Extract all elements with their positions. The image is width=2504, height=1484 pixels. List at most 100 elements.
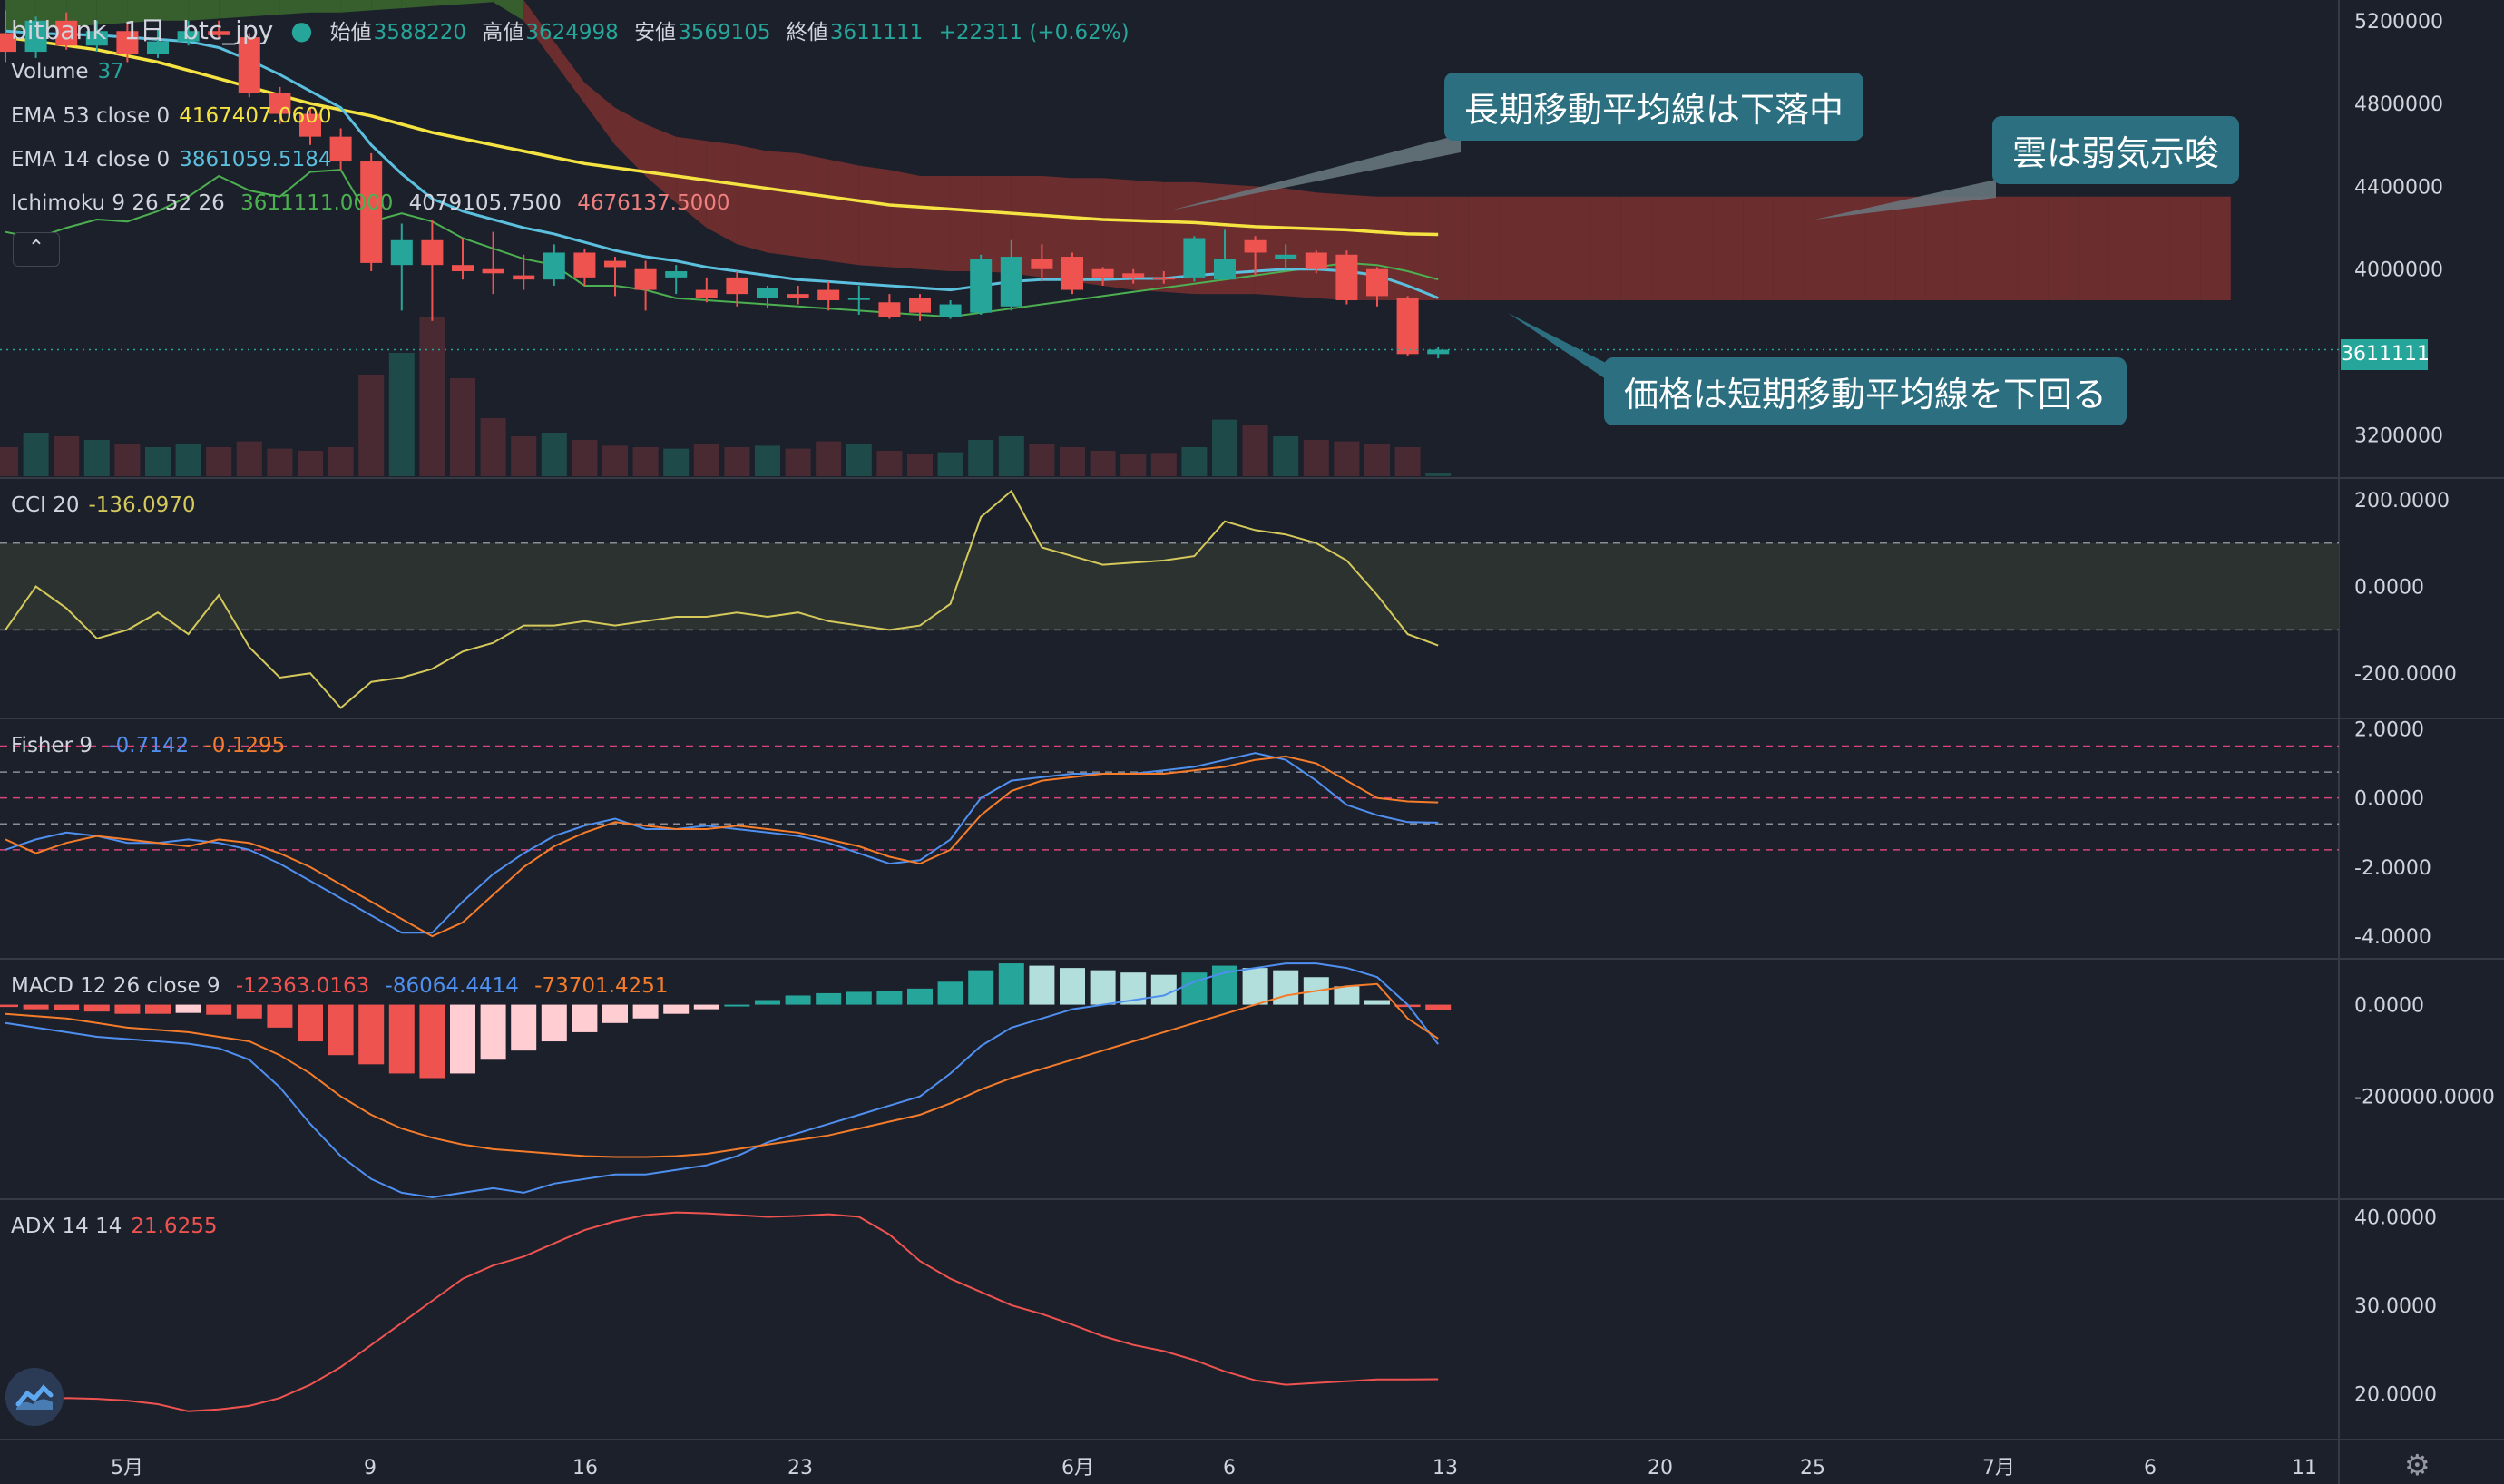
cloud-segment: [706, 141, 738, 245]
macd-legend[interactable]: MACD 12 26 close 9 -12363.0163 -86064.44…: [11, 974, 677, 998]
adx-legend-value: 21.6255: [131, 1215, 218, 1238]
high-value: 3624998: [525, 21, 619, 44]
price-axis[interactable]: 3200000 4000000 4400000 4800000 5200000 200.0…: [2354, 11, 2495, 1406]
volume-bar: [1181, 447, 1208, 476]
cloud-segment: [371, 0, 402, 11]
ema14-legend-value: 3861059.5184: [179, 148, 332, 171]
macd-histogram-bar: [236, 1004, 262, 1019]
adx-tick: 40.0000: [2354, 1206, 2437, 1229]
fisher-legend-name: Fisher 9: [11, 734, 93, 757]
volume-bar: [511, 436, 537, 476]
macd-histogram-bar: [998, 963, 1024, 1005]
cloud-segment: [553, 41, 585, 104]
cci-panel: [0, 489, 2339, 709]
volume-bar: [450, 378, 475, 476]
fisher-line: [5, 752, 1439, 934]
cloud-segment: [1651, 196, 1682, 300]
cloud-segment: [66, 0, 97, 27]
macd-histogram-bar: [632, 1004, 659, 1019]
interval-label[interactable]: 1日: [123, 15, 166, 45]
ichimoku-lines: [5, 169, 1439, 318]
macd-histogram-bar: [693, 1004, 719, 1010]
macd-legend-v2: -86064.4414: [385, 974, 519, 998]
macd-histogram-bar: [724, 1004, 750, 1007]
cci-legend-name: CCI 20: [11, 493, 80, 517]
adx-legend[interactable]: ADX 14 14 21.6255: [11, 1215, 226, 1238]
candle-body: [1152, 277, 1175, 280]
macd-histogram-bar: [480, 1004, 506, 1060]
macd-histogram-bar: [1181, 972, 1208, 1005]
cloud-segment: [1773, 196, 1805, 300]
candle-body: [360, 161, 383, 263]
time-tick: 16: [572, 1457, 598, 1479]
time-tick: 25: [1800, 1457, 1825, 1479]
macd-histogram-bar: [1425, 1004, 1452, 1010]
candle-body: [970, 259, 993, 313]
ichimoku-legend[interactable]: Ichimoku 9 26 52 26 3611111.0000 4079105…: [11, 191, 739, 215]
fisher-trigger-line: [5, 755, 1439, 938]
candle-body: [1183, 238, 1206, 278]
ema53-legend[interactable]: EMA 53 close 0 4167407.0600: [11, 104, 340, 128]
cloud-segment: [127, 0, 158, 24]
cci-line: [5, 489, 1439, 709]
volume-bar: [602, 445, 628, 476]
ema14-legend-name: EMA 14 close 0: [11, 148, 171, 171]
time-tick: 7月: [1982, 1457, 2015, 1479]
cloud-segment: [797, 152, 829, 261]
macd-histogram-bar: [816, 992, 842, 1005]
adx-tick: 20.0000: [2354, 1383, 2437, 1406]
candle-body: [329, 136, 352, 162]
adx-tick: 30.0000: [2354, 1295, 2437, 1318]
time-axis[interactable]: 5月 9 16 23 6月 6 13 20 25 7月 6 11: [111, 1457, 2317, 1479]
macd-legend-name: MACD 12 26 close 9: [11, 974, 220, 998]
callout-pointer-cloud: [1814, 180, 1996, 220]
volume-bar: [572, 440, 598, 476]
candle-body: [482, 268, 504, 274]
candle-body: [1244, 239, 1267, 253]
fisher-legend[interactable]: Fisher 9 -0.7142 -0.1295: [11, 734, 294, 757]
candle-body: [1305, 252, 1327, 269]
macd-histogram-bar: [663, 1004, 690, 1014]
macd-signal-line: [5, 982, 1439, 1158]
cloud-segment: [279, 0, 310, 15]
cloud-segment: [1042, 176, 1072, 282]
volume-bar: [23, 433, 49, 476]
market-status-dot: ●: [290, 15, 313, 45]
candle-body: [604, 260, 626, 268]
ema14-legend[interactable]: EMA 14 close 0 3861059.5184: [11, 148, 340, 171]
volume-bar: [1212, 419, 1237, 476]
macd-legend-v1: -12363.0163: [235, 974, 370, 998]
candle-body: [55, 20, 78, 46]
symbol-header[interactable]: bitbank 1日 btc_jpy ● 始値3588220 高値3624998…: [11, 11, 1148, 47]
cci-legend[interactable]: CCI 20 -136.0970: [11, 493, 205, 517]
macd-histogram-bar: [572, 1004, 598, 1032]
open-label: 始値: [329, 21, 372, 44]
cci-legend-value: -136.0970: [88, 493, 196, 517]
volume-bar: [114, 444, 141, 476]
tradingview-logo-icon[interactable]: [5, 1368, 64, 1426]
fisher-panel: [0, 745, 2339, 938]
fisher-legend-v1: -0.7142: [108, 734, 190, 757]
volume-legend-value: 37: [97, 60, 124, 83]
volume-legend[interactable]: Volume 37: [11, 60, 133, 83]
macd-tick: 0.0000: [2354, 995, 2424, 1018]
macd-histogram-bar: [450, 1004, 475, 1074]
macd-histogram-bar: [1334, 986, 1360, 1005]
candle-body: [695, 289, 718, 298]
volume-bar: [693, 444, 719, 476]
macd-histogram-bar: [511, 1004, 537, 1051]
settings-gear-icon[interactable]: ⚙: [2404, 1448, 2431, 1482]
volume-bar: [846, 444, 872, 476]
cloud-segment: [1011, 176, 1042, 278]
time-tick: 6月: [1061, 1457, 1094, 1479]
callout-long-ma: 長期移動平均線は下落中: [1444, 73, 1864, 141]
candlesticks[interactable]: [0, 10, 2339, 359]
cloud-segment: [828, 159, 859, 266]
collapse-legend-button[interactable]: ⌃: [13, 232, 60, 267]
volume-bar: [1273, 436, 1299, 476]
low-value: 3569105: [678, 21, 771, 44]
candle-body: [909, 298, 931, 313]
cloud-segment: [2200, 196, 2231, 300]
